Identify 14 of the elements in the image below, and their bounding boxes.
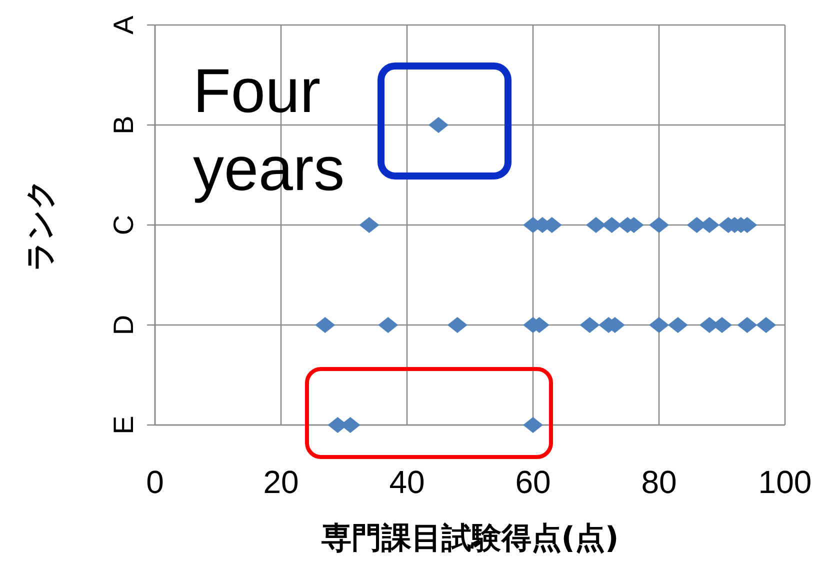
x-tick-label: 20 xyxy=(263,464,299,500)
x-axis-title: 専門課目試験得点(点) xyxy=(321,521,619,556)
y-tick-label: D xyxy=(108,314,139,336)
y-tick-label: B xyxy=(108,116,139,134)
x-tick-label: 100 xyxy=(758,464,812,500)
y-tick-label: E xyxy=(108,416,139,434)
x-tick-label: 0 xyxy=(146,464,164,500)
x-tick-label: 80 xyxy=(641,464,677,500)
y-tick-label: A xyxy=(108,15,139,34)
x-tick-label: 40 xyxy=(389,464,425,500)
x-tick-label: 60 xyxy=(515,464,551,500)
y-axis-title: ランク xyxy=(23,178,58,272)
annotation: Four years xyxy=(193,57,345,204)
y-tick-label: C xyxy=(108,214,139,236)
